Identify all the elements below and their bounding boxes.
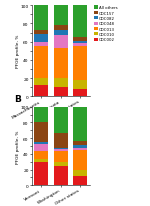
Bar — [54, 36, 68, 49]
Bar — [74, 145, 87, 148]
Text: B: B — [14, 94, 21, 103]
Bar — [34, 107, 48, 123]
Bar — [34, 144, 48, 152]
Legend: All others, CDC157, CDC082, CDC048, CDC013, CDC010, CDC002: All others, CDC157, CDC082, CDC048, CDC0… — [94, 6, 118, 42]
Bar — [74, 38, 87, 42]
Bar — [54, 134, 68, 148]
Bar — [34, 79, 48, 86]
Bar — [74, 6, 87, 38]
Bar — [34, 142, 48, 144]
Bar — [74, 42, 87, 44]
Bar — [34, 35, 48, 42]
Bar — [34, 42, 48, 47]
Bar — [54, 148, 68, 149]
Bar — [34, 123, 48, 142]
Bar — [34, 31, 48, 35]
Bar — [54, 166, 68, 185]
Bar — [74, 47, 87, 81]
Bar — [74, 90, 87, 97]
Bar — [54, 162, 68, 166]
Bar — [34, 152, 48, 160]
Bar — [34, 86, 48, 97]
Bar — [54, 31, 68, 36]
Bar — [34, 162, 48, 185]
Bar — [54, 152, 68, 162]
Bar — [74, 170, 87, 176]
Bar — [54, 49, 68, 79]
Bar — [34, 160, 48, 162]
Bar — [54, 88, 68, 97]
Bar — [34, 6, 48, 31]
Bar — [54, 149, 68, 152]
Bar — [74, 81, 87, 90]
Y-axis label: PFGE profile, %: PFGE profile, % — [16, 35, 20, 68]
Bar — [74, 176, 87, 185]
Bar — [74, 150, 87, 170]
Bar — [74, 44, 87, 47]
Bar — [74, 107, 87, 142]
Bar — [74, 142, 87, 145]
Bar — [54, 6, 68, 26]
Bar — [54, 26, 68, 31]
Bar — [34, 47, 48, 79]
Bar — [74, 148, 87, 150]
Text: A: A — [14, 0, 21, 2]
Y-axis label: PFGE profile, %: PFGE profile, % — [16, 130, 20, 163]
Bar — [54, 79, 68, 88]
Bar — [54, 107, 68, 134]
